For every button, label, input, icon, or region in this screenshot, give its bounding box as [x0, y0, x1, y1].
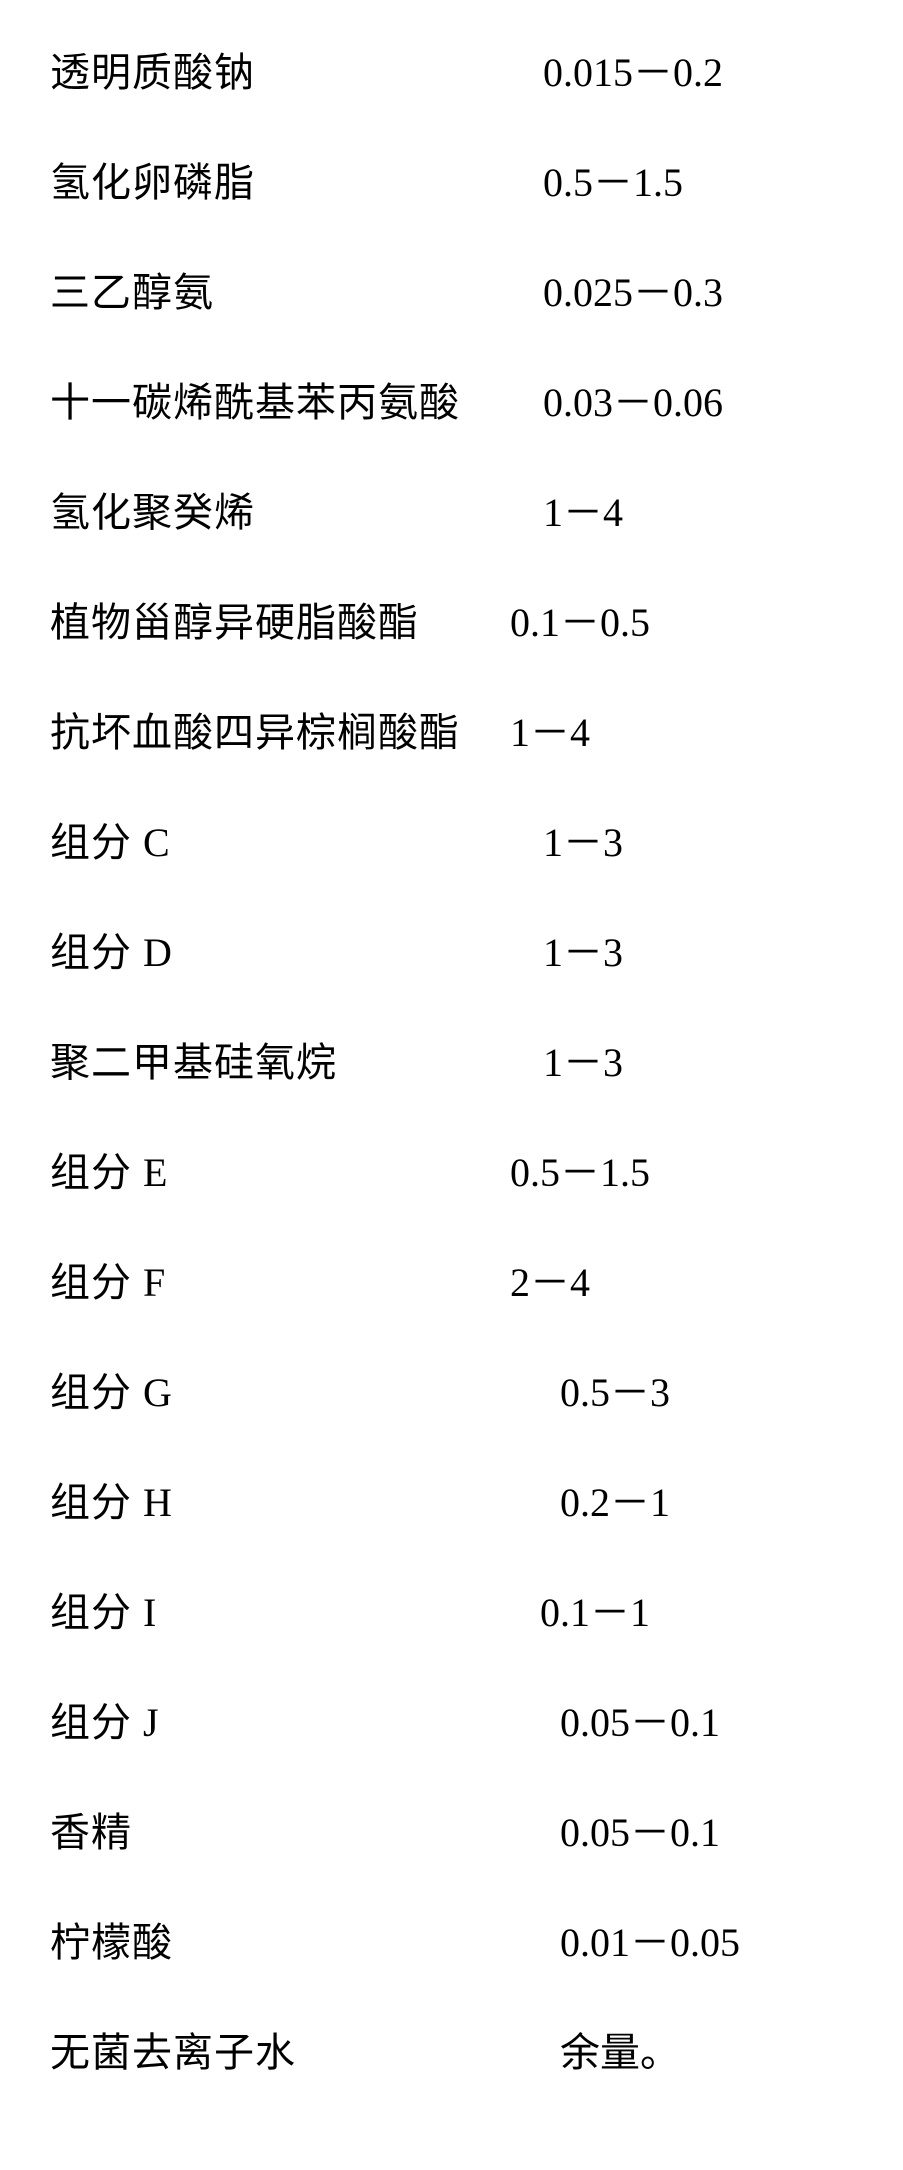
ingredient-row: 组分 C 1－3	[50, 810, 853, 920]
ingredient-value: 1－3	[543, 810, 623, 868]
ingredient-label: 组分 C	[50, 810, 171, 868]
ingredient-label: 氢化卵磷脂	[50, 150, 255, 208]
ingredient-value: 0.1－1	[540, 1580, 650, 1638]
ingredient-row: 植物甾醇异硬脂酸酯 0.1－0.5	[50, 590, 853, 700]
ingredient-label: 组分 E	[50, 1140, 168, 1198]
ingredient-row: 氢化聚癸烯 1－4	[50, 480, 853, 590]
ingredient-value: 0.5－1.5	[543, 150, 683, 208]
ingredient-label: 抗坏血酸四异棕榈酸酯	[50, 700, 460, 758]
ingredient-row: 香精 0.05－0.1	[50, 1800, 853, 1910]
ingredient-label: 香精	[50, 1800, 132, 1858]
ingredient-label: 组分 F	[50, 1250, 166, 1308]
ingredient-label: 植物甾醇异硬脂酸酯	[50, 590, 419, 648]
ingredient-label: 组分 J	[50, 1690, 160, 1748]
ingredient-value: 0.1－0.5	[510, 590, 650, 648]
ingredient-label: 组分 G	[50, 1360, 173, 1418]
ingredient-label: 透明质酸钠	[50, 40, 255, 98]
ingredient-value: 1－4	[510, 700, 590, 758]
ingredient-label: 组分 H	[50, 1470, 173, 1528]
ingredient-label: 组分 D	[50, 920, 173, 978]
ingredient-label: 氢化聚癸烯	[50, 480, 255, 538]
ingredient-row: 柠檬酸 0.01－0.05	[50, 1910, 853, 2020]
ingredient-value: 2－4	[510, 1250, 590, 1308]
ingredient-value: 0.025－0.3	[543, 260, 723, 318]
ingredient-value: 0.2－1	[560, 1470, 670, 1528]
ingredient-row: 十一碳烯酰基苯丙氨酸 0.03－0.06	[50, 370, 853, 480]
ingredient-row: 组分 G 0.5－3	[50, 1360, 853, 1470]
ingredient-row: 组分 D 1－3	[50, 920, 853, 1030]
ingredient-row: 组分 H 0.2－1	[50, 1470, 853, 1580]
ingredient-value: 0.5－3	[560, 1360, 670, 1418]
ingredient-value: 0.015－0.2	[543, 40, 723, 98]
ingredient-row: 组分 I 0.1－1	[50, 1580, 853, 1690]
ingredient-row: 三乙醇氨 0.025－0.3	[50, 260, 853, 370]
ingredient-value: 1－3	[543, 1030, 623, 1088]
ingredient-row: 组分 E 0.5－1.5	[50, 1140, 853, 1250]
ingredient-row: 氢化卵磷脂 0.5－1.5	[50, 150, 853, 260]
ingredient-value: 余量。	[560, 2020, 680, 2078]
ingredient-value: 1－3	[543, 920, 623, 978]
ingredient-label: 三乙醇氨	[50, 260, 214, 318]
ingredient-value: 0.01－0.05	[560, 1910, 740, 1968]
ingredient-row: 聚二甲基硅氧烷 1－3	[50, 1030, 853, 1140]
ingredient-row: 透明质酸钠 0.015－0.2	[50, 40, 853, 150]
ingredient-label: 柠檬酸	[50, 1910, 173, 1968]
ingredient-row: 组分 J 0.05－0.1	[50, 1690, 853, 1800]
ingredient-row: 抗坏血酸四异棕榈酸酯 1－4	[50, 700, 853, 810]
ingredient-label: 十一碳烯酰基苯丙氨酸	[50, 370, 460, 428]
ingredient-value: 0.05－0.1	[560, 1690, 720, 1748]
ingredient-list: 透明质酸钠 0.015－0.2 氢化卵磷脂 0.5－1.5 三乙醇氨 0.025－0.3 十…	[50, 40, 853, 2130]
ingredient-row: 组分 F 2－4	[50, 1250, 853, 1360]
ingredient-value: 1－4	[543, 480, 623, 538]
ingredient-label: 无菌去离子水	[50, 2020, 296, 2078]
ingredient-value: 0.5－1.5	[510, 1140, 650, 1198]
ingredient-value: 0.03－0.06	[543, 370, 723, 428]
ingredient-label: 聚二甲基硅氧烷	[50, 1030, 337, 1088]
ingredient-value: 0.05－0.1	[560, 1800, 720, 1858]
ingredient-label: 组分 I	[50, 1580, 157, 1638]
ingredient-row: 无菌去离子水 余量。	[50, 2020, 853, 2130]
